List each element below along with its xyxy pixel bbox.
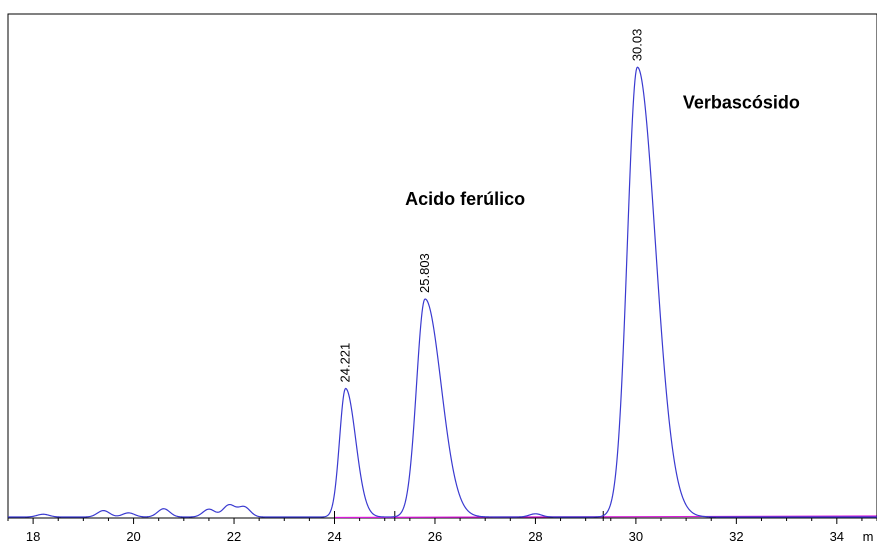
x-tick-label: 28 [528, 529, 542, 544]
chromatogram-trace [8, 66, 877, 518]
x-axis-unit-label: m [863, 529, 874, 544]
x-axis: 18 20 22 24 26 28 30 32 34 m [7, 518, 874, 544]
x-tick-label: 32 [729, 529, 743, 544]
peak-label: 24.221 [338, 343, 353, 383]
plot-frame [7, 13, 877, 519]
peak-annotation: Verbascósido [683, 92, 800, 112]
x-tick-label: 24 [327, 529, 341, 544]
x-tick-label: 18 [26, 529, 40, 544]
peak-label: 30.03 [629, 29, 644, 62]
peak-label: 25.803 [417, 253, 432, 293]
x-tick-label: 26 [428, 529, 442, 544]
peak-labels: 24.221 25.803 30.03 [338, 29, 645, 383]
x-tick-label: 34 [830, 529, 844, 544]
trace-layer [8, 66, 877, 518]
x-tick-label: 20 [126, 529, 140, 544]
x-tick-label: 22 [227, 529, 241, 544]
peak-annotation: Acido ferúlico [405, 189, 525, 209]
baseline [334, 515, 877, 519]
x-tick-label: 30 [629, 529, 643, 544]
annotations: Acido ferúlico Verbascósido [405, 92, 800, 208]
baseline-layer [334, 515, 877, 519]
